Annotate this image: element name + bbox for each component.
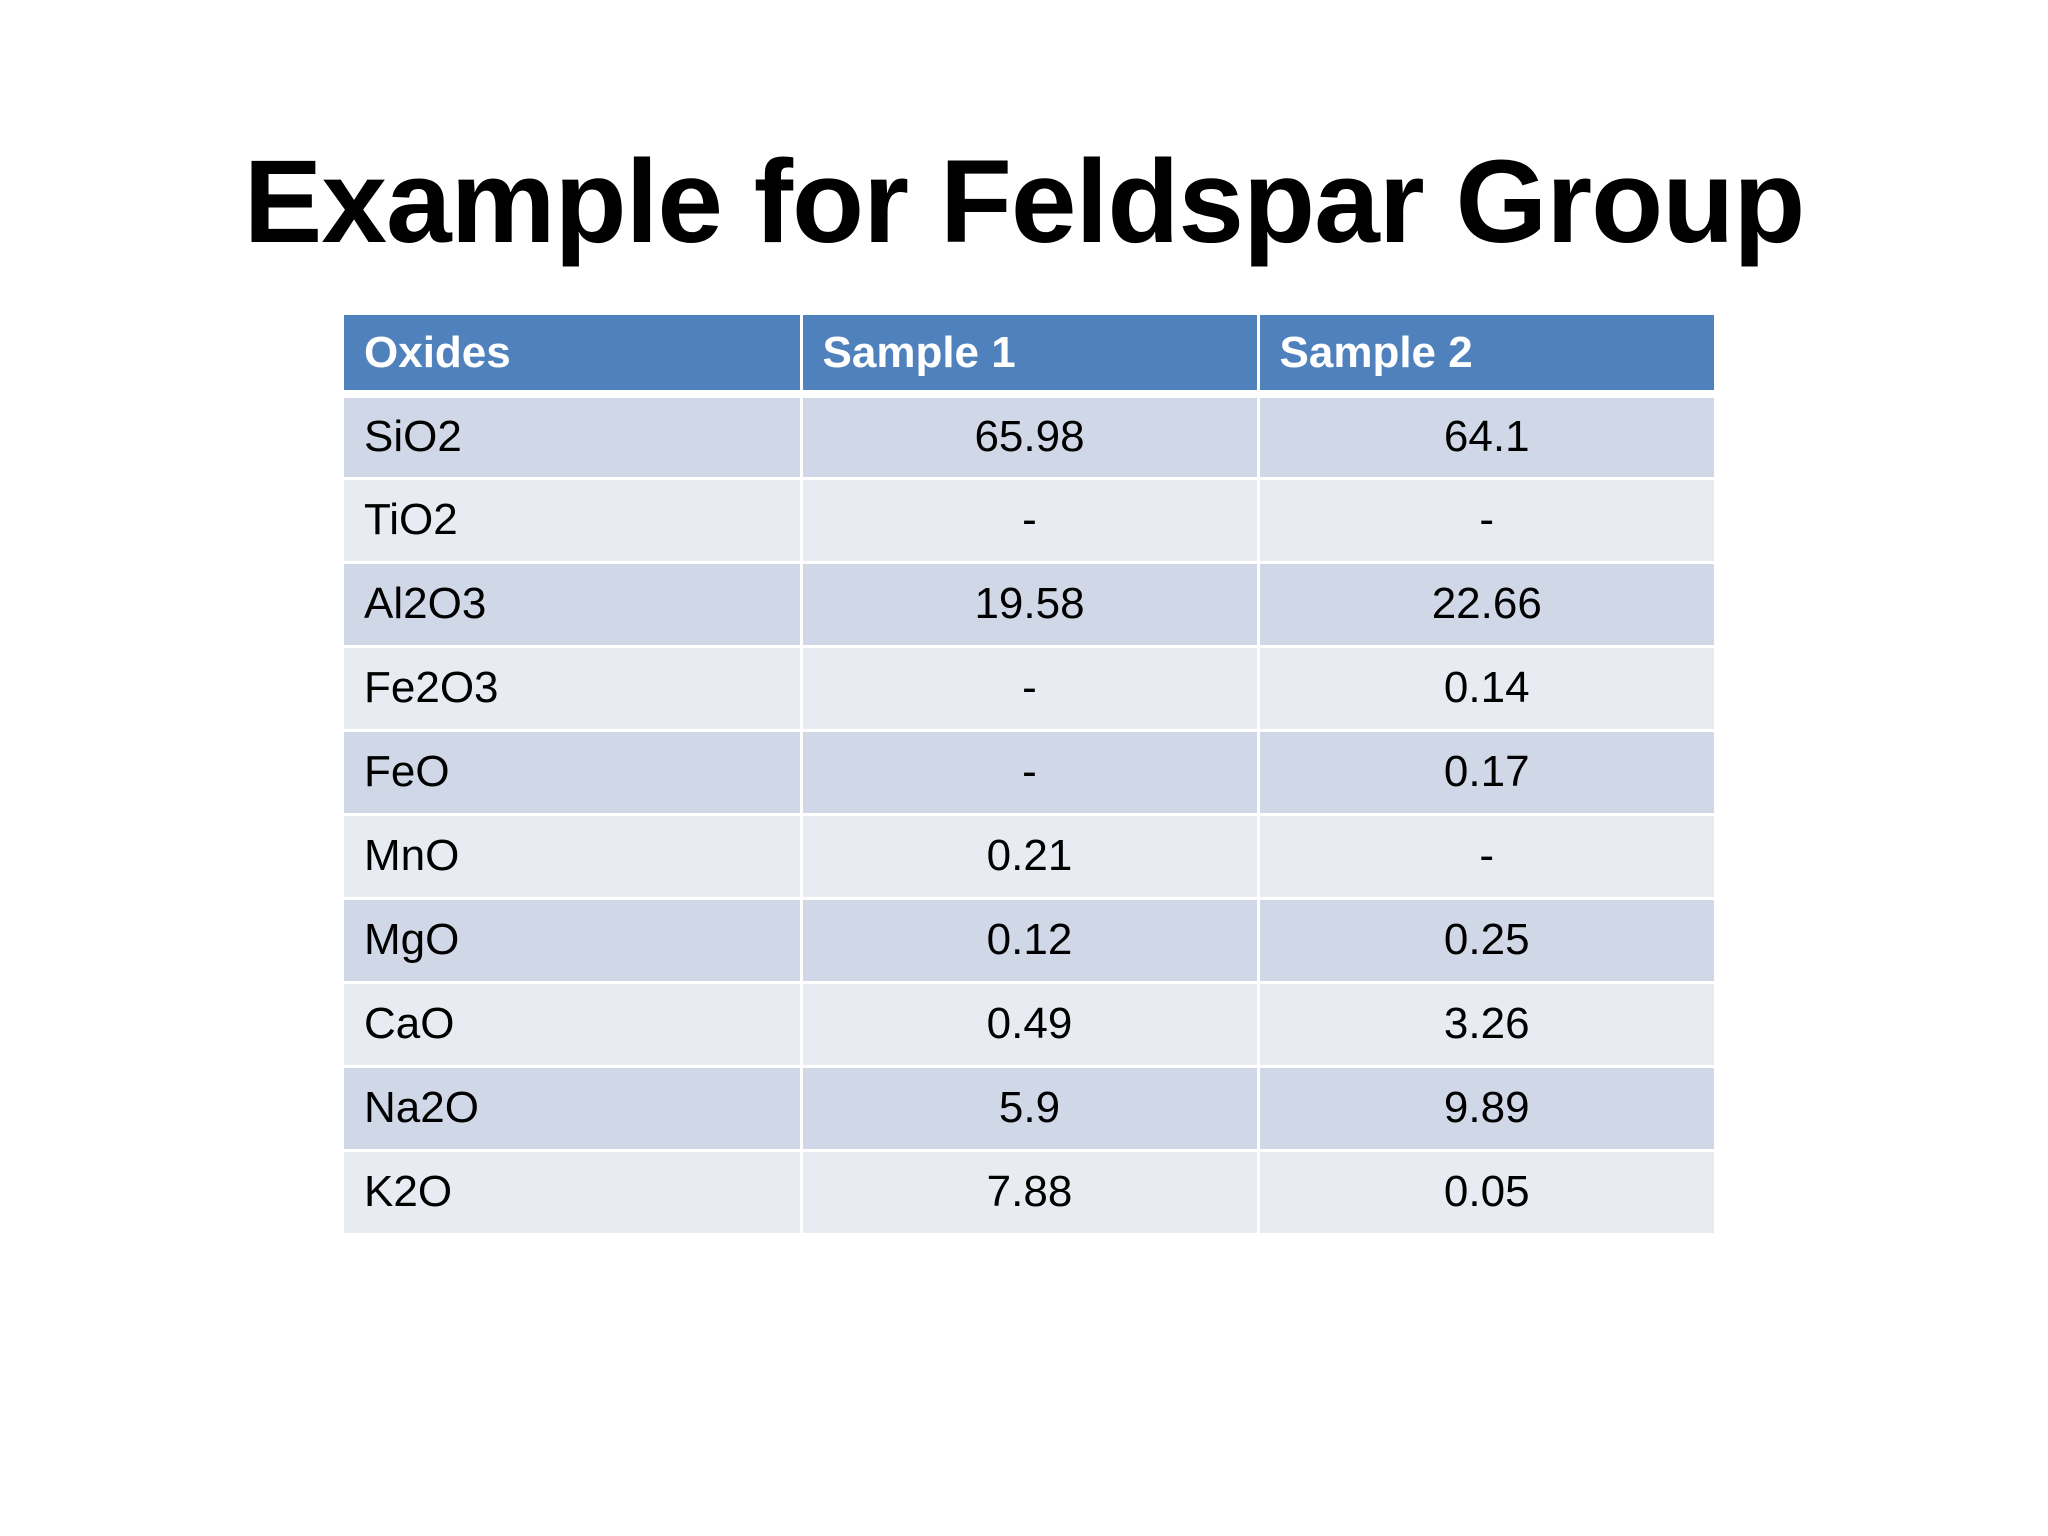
oxide-name-cell: CaO [344,982,803,1068]
table-body: SiO2 65.98 64.1 TiO2- - Al2O3 19.58 22.66 Fe2O3-… [344,394,1714,1236]
sample-1-value-cell: - [801,478,1260,564]
sample-2-value-cell: - [1258,478,1714,564]
table-row: FeO -0.17 [344,730,1714,816]
sample-2-value-cell: 0.25 [1258,898,1714,984]
sample-1-value-cell: 0.12 [801,898,1260,984]
oxide-name-cell: MnO [344,814,803,900]
table-row: SiO2 65.98 64.1 [344,394,1714,480]
oxide-name-cell: K2O [344,1150,803,1236]
table-row: Al2O3 19.58 22.66 [344,562,1714,648]
oxide-name-cell: Fe2O3 [344,646,803,732]
sample-2-value-cell: 64.1 [1258,394,1714,480]
column-header-sample-1: Sample 1 [801,315,1260,398]
oxide-name-cell: Al2O3 [344,562,803,648]
sample-2-value-cell: 22.66 [1258,562,1714,648]
table-row: TiO2- - [344,478,1714,564]
oxide-name-cell: TiO2 [344,478,803,564]
sample-1-value-cell: 65.98 [801,394,1260,480]
column-header-sample-2: Sample 2 [1258,315,1714,398]
oxide-name-cell: Na2O [344,1066,803,1152]
table-header-row: Oxides Sample 1 Sample 2 [344,315,1714,398]
column-header-oxides: Oxides [344,315,803,398]
oxide-name-cell: SiO2 [344,394,803,480]
oxides-table: Oxides Sample 1 Sample 2 SiO2 65.98 64.1 Ti… [344,315,1714,1236]
table-row: Fe2O3-0.14 [344,646,1714,732]
sample-1-value-cell: 0.21 [801,814,1260,900]
sample-1-value-cell: 19.58 [801,562,1260,648]
sample-1-value-cell: 0.49 [801,982,1260,1068]
sample-2-value-cell: 0.14 [1258,646,1714,732]
oxide-name-cell: MgO [344,898,803,984]
sample-1-value-cell: - [801,646,1260,732]
sample-1-value-cell: 5.9 [801,1066,1260,1152]
sample-2-value-cell: 9.89 [1258,1066,1714,1152]
sample-1-value-cell: - [801,730,1260,816]
table-row: Na2O 5.9 9.89 [344,1066,1714,1152]
table-row: MgO 0.12 0.25 [344,898,1714,984]
sample-2-value-cell: 0.05 [1258,1150,1714,1236]
oxide-name-cell: FeO [344,730,803,816]
slide-title: Example for Feldspar Group [243,136,1806,268]
table-row: CaO 0.49 3.26 [344,982,1714,1068]
table-row: K2O 7.88 0.05 [344,1150,1714,1236]
sample-2-value-cell: 0.17 [1258,730,1714,816]
sample-2-value-cell: - [1258,814,1714,900]
table-row: MnO 0.21- [344,814,1714,900]
sample-2-value-cell: 3.26 [1258,982,1714,1068]
sample-1-value-cell: 7.88 [801,1150,1260,1236]
